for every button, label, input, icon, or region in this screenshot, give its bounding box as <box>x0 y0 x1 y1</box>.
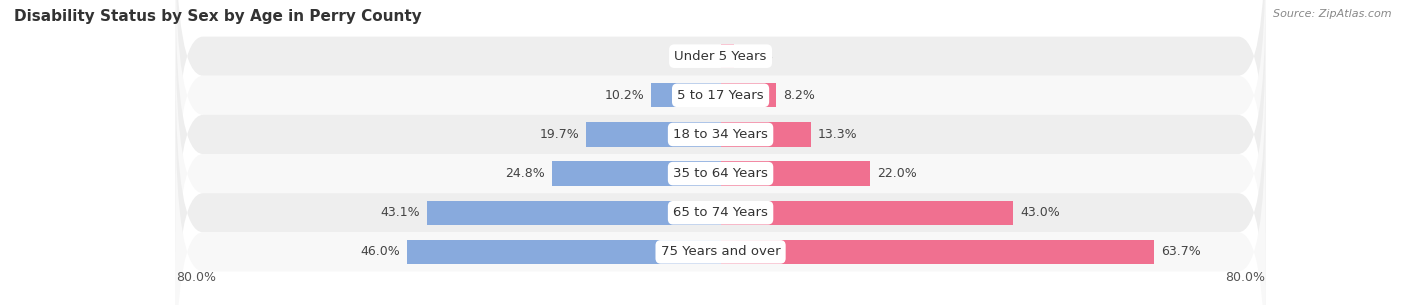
Text: 5 to 17 Years: 5 to 17 Years <box>678 89 763 102</box>
Bar <box>721 83 776 107</box>
Text: 75 Years and over: 75 Years and over <box>661 246 780 258</box>
Text: Source: ZipAtlas.com: Source: ZipAtlas.com <box>1274 9 1392 19</box>
Bar <box>721 161 870 186</box>
Text: Under 5 Years: Under 5 Years <box>675 50 766 63</box>
Bar <box>551 161 721 186</box>
Bar <box>721 122 811 147</box>
Text: 10.2%: 10.2% <box>605 89 644 102</box>
FancyBboxPatch shape <box>176 37 1265 305</box>
Text: 18 to 34 Years: 18 to 34 Years <box>673 128 768 141</box>
Text: 80.0%: 80.0% <box>176 271 215 285</box>
Text: 8.2%: 8.2% <box>783 89 815 102</box>
Bar <box>408 240 721 264</box>
Bar <box>721 44 734 68</box>
Text: 2.0%: 2.0% <box>741 50 773 63</box>
Text: 22.0%: 22.0% <box>877 167 917 180</box>
Bar <box>721 201 1014 225</box>
Bar <box>586 122 721 147</box>
FancyBboxPatch shape <box>176 0 1265 271</box>
FancyBboxPatch shape <box>176 76 1265 305</box>
Bar <box>721 240 1154 264</box>
FancyBboxPatch shape <box>176 115 1265 305</box>
Text: Disability Status by Sex by Age in Perry County: Disability Status by Sex by Age in Perry… <box>14 9 422 24</box>
Text: 43.1%: 43.1% <box>381 206 420 219</box>
Text: 80.0%: 80.0% <box>1226 271 1265 285</box>
Bar <box>651 83 721 107</box>
Text: 24.8%: 24.8% <box>505 167 546 180</box>
Text: 19.7%: 19.7% <box>540 128 579 141</box>
Text: 43.0%: 43.0% <box>1021 206 1060 219</box>
Text: 13.3%: 13.3% <box>818 128 858 141</box>
Text: 35 to 64 Years: 35 to 64 Years <box>673 167 768 180</box>
Bar <box>427 201 721 225</box>
Text: 46.0%: 46.0% <box>361 246 401 258</box>
FancyBboxPatch shape <box>176 0 1265 232</box>
Text: 0.0%: 0.0% <box>685 50 717 63</box>
Text: 63.7%: 63.7% <box>1161 246 1201 258</box>
Text: 65 to 74 Years: 65 to 74 Years <box>673 206 768 219</box>
FancyBboxPatch shape <box>176 0 1265 193</box>
